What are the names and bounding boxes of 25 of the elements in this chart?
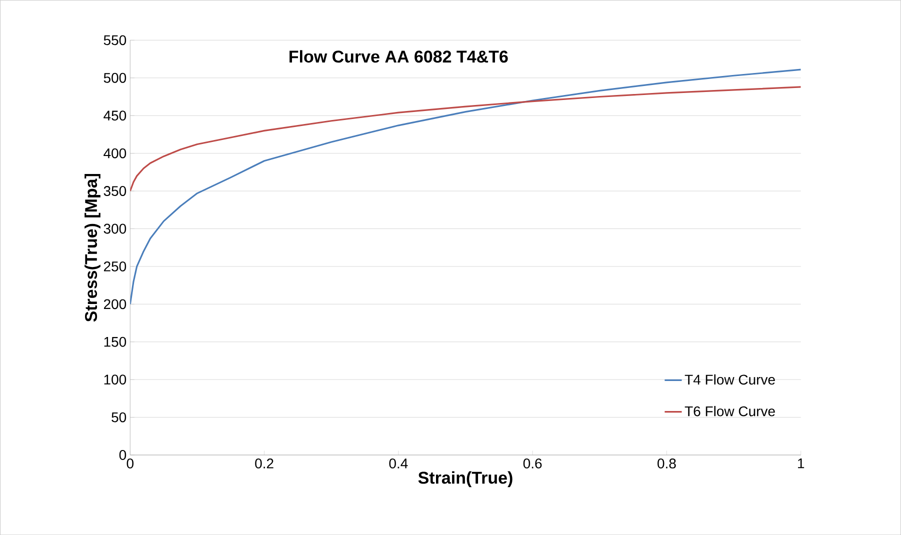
y-tick-label: 100: [104, 374, 126, 384]
x-tick-label: 0.6: [523, 458, 542, 468]
x-axis-title: Strain(True): [418, 471, 512, 488]
x-tick-label: 0: [126, 458, 134, 468]
y-tick-label: 200: [104, 299, 126, 310]
y-tick-label: 550: [104, 35, 126, 46]
x-tick-label: 1: [798, 458, 804, 468]
legend-label: T4 Flow Curve: [684, 374, 775, 385]
y-tick-label: 400: [104, 148, 126, 158]
y-tick-label: 0: [119, 450, 126, 460]
x-tick-label: 0.4: [389, 458, 408, 468]
y-tick-label: 150: [104, 336, 126, 347]
y-tick-label: 300: [104, 224, 126, 234]
y-axis-title: Stress(True) [Mpa]: [84, 174, 100, 322]
line-series: [130, 86, 801, 192]
legend-label: T6 Flow Curve: [684, 406, 775, 416]
y-tick-label: 250: [104, 261, 126, 272]
line-series: [130, 68, 801, 305]
x-tick-label: 0.2: [255, 458, 274, 468]
y-tick-label: 500: [104, 72, 126, 83]
chart-title: Flow Curve AA 6082 T4&T6: [290, 50, 508, 63]
y-tick-label: 450: [104, 110, 126, 120]
y-tick-label: 350: [104, 186, 126, 196]
y-tick-label: 50: [112, 412, 126, 422]
x-tick-label: 0.8: [658, 458, 676, 468]
